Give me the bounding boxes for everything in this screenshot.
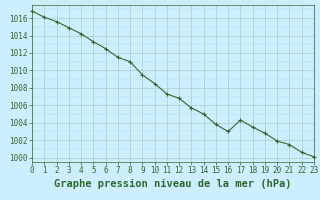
X-axis label: Graphe pression niveau de la mer (hPa): Graphe pression niveau de la mer (hPa) bbox=[54, 179, 292, 189]
